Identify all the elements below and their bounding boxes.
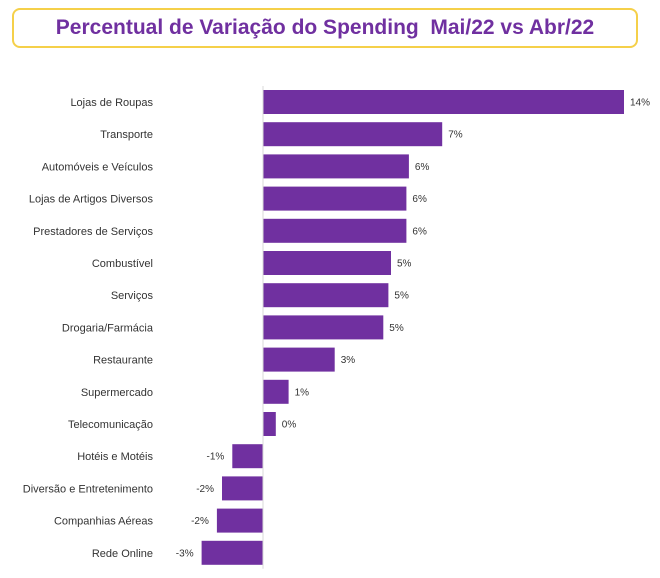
bar-2 [263,154,409,179]
category-label: Telecomunicação [68,419,153,431]
category-label: Lojas de Artigos Diversos [29,194,154,206]
bar-1 [263,122,443,147]
category-label: Lojas de Roupas [70,97,153,109]
category-label: Supermercado [81,387,153,399]
bar-12 [222,476,263,501]
data-label: 5% [389,323,404,334]
data-label: 6% [415,162,430,173]
category-label: Diversão e Entretenimento [23,483,153,495]
data-label: 1% [295,387,310,398]
data-label: 7% [448,130,463,141]
category-label: Transporte [100,129,153,141]
data-label: -3% [176,548,194,559]
bar-10 [263,412,276,436]
data-label: -1% [207,452,225,463]
data-label: -2% [191,516,209,527]
data-label: 5% [397,259,412,270]
category-label: Automóveis e Veículos [42,161,154,173]
bar-8 [263,347,335,372]
bar-7 [263,315,384,340]
bar-4 [263,218,407,243]
bar-14 [201,540,263,565]
category-label: Hotéis e Motéis [77,451,153,463]
data-label: 6% [412,226,427,237]
category-label: Combustível [92,258,153,270]
bar-0 [263,90,624,114]
bar-3 [263,186,407,211]
data-label: -2% [196,484,214,495]
category-label: Rede Online [92,548,153,560]
category-label: Drogaria/Farmácia [62,322,154,334]
chart-title-box: Percentual de Variação do Spending Mai/2… [12,8,638,48]
data-label: 3% [341,355,356,366]
data-label: 14% [630,98,650,109]
bar-6 [263,283,389,308]
bar-9 [263,379,289,404]
data-label: 6% [412,194,427,205]
bar-11 [232,444,263,469]
category-label: Companhias Aéreas [54,516,154,528]
data-label: 0% [282,420,297,431]
chart-title: Percentual de Variação do Spending Mai/2… [55,16,595,39]
data-label: 5% [394,291,409,302]
category-label: Restaurante [93,355,153,367]
category-label: Prestadores de Serviços [33,226,153,238]
category-label: Serviços [111,290,154,302]
bar-5 [263,251,391,275]
bar-13 [216,508,263,533]
